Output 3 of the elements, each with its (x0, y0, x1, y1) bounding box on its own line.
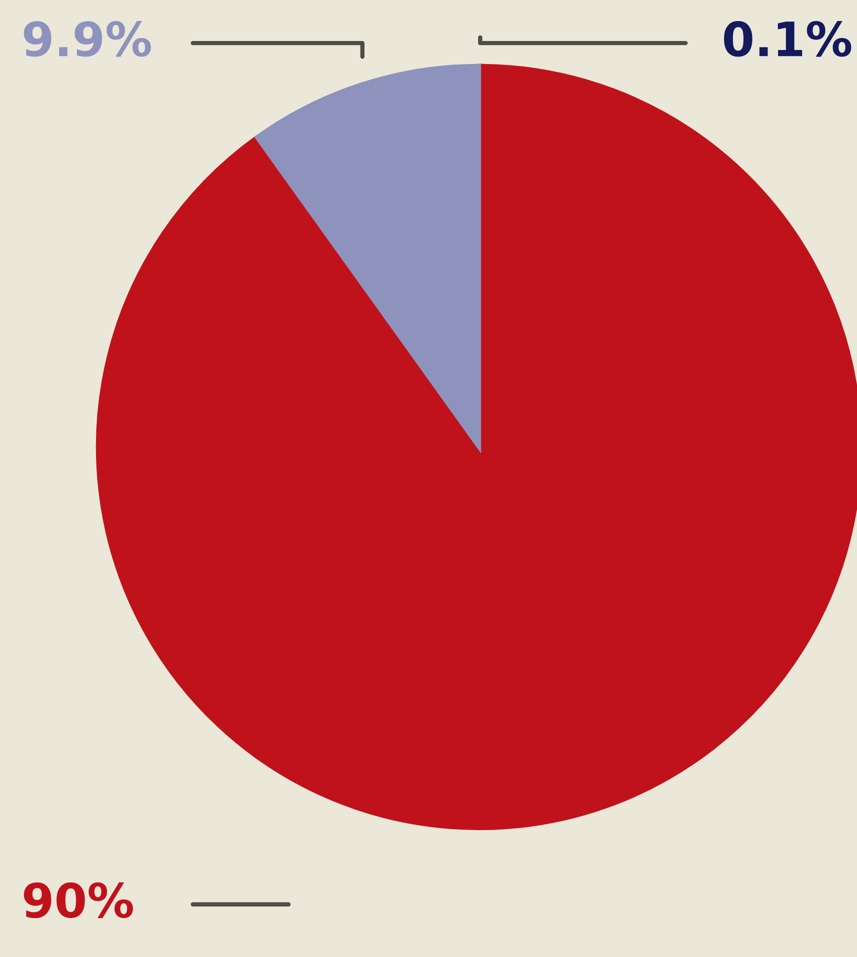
data-label: 90% (24, 882, 133, 918)
data-label: 0.1% (724, 21, 852, 57)
data-label: 9.9% (24, 21, 151, 57)
